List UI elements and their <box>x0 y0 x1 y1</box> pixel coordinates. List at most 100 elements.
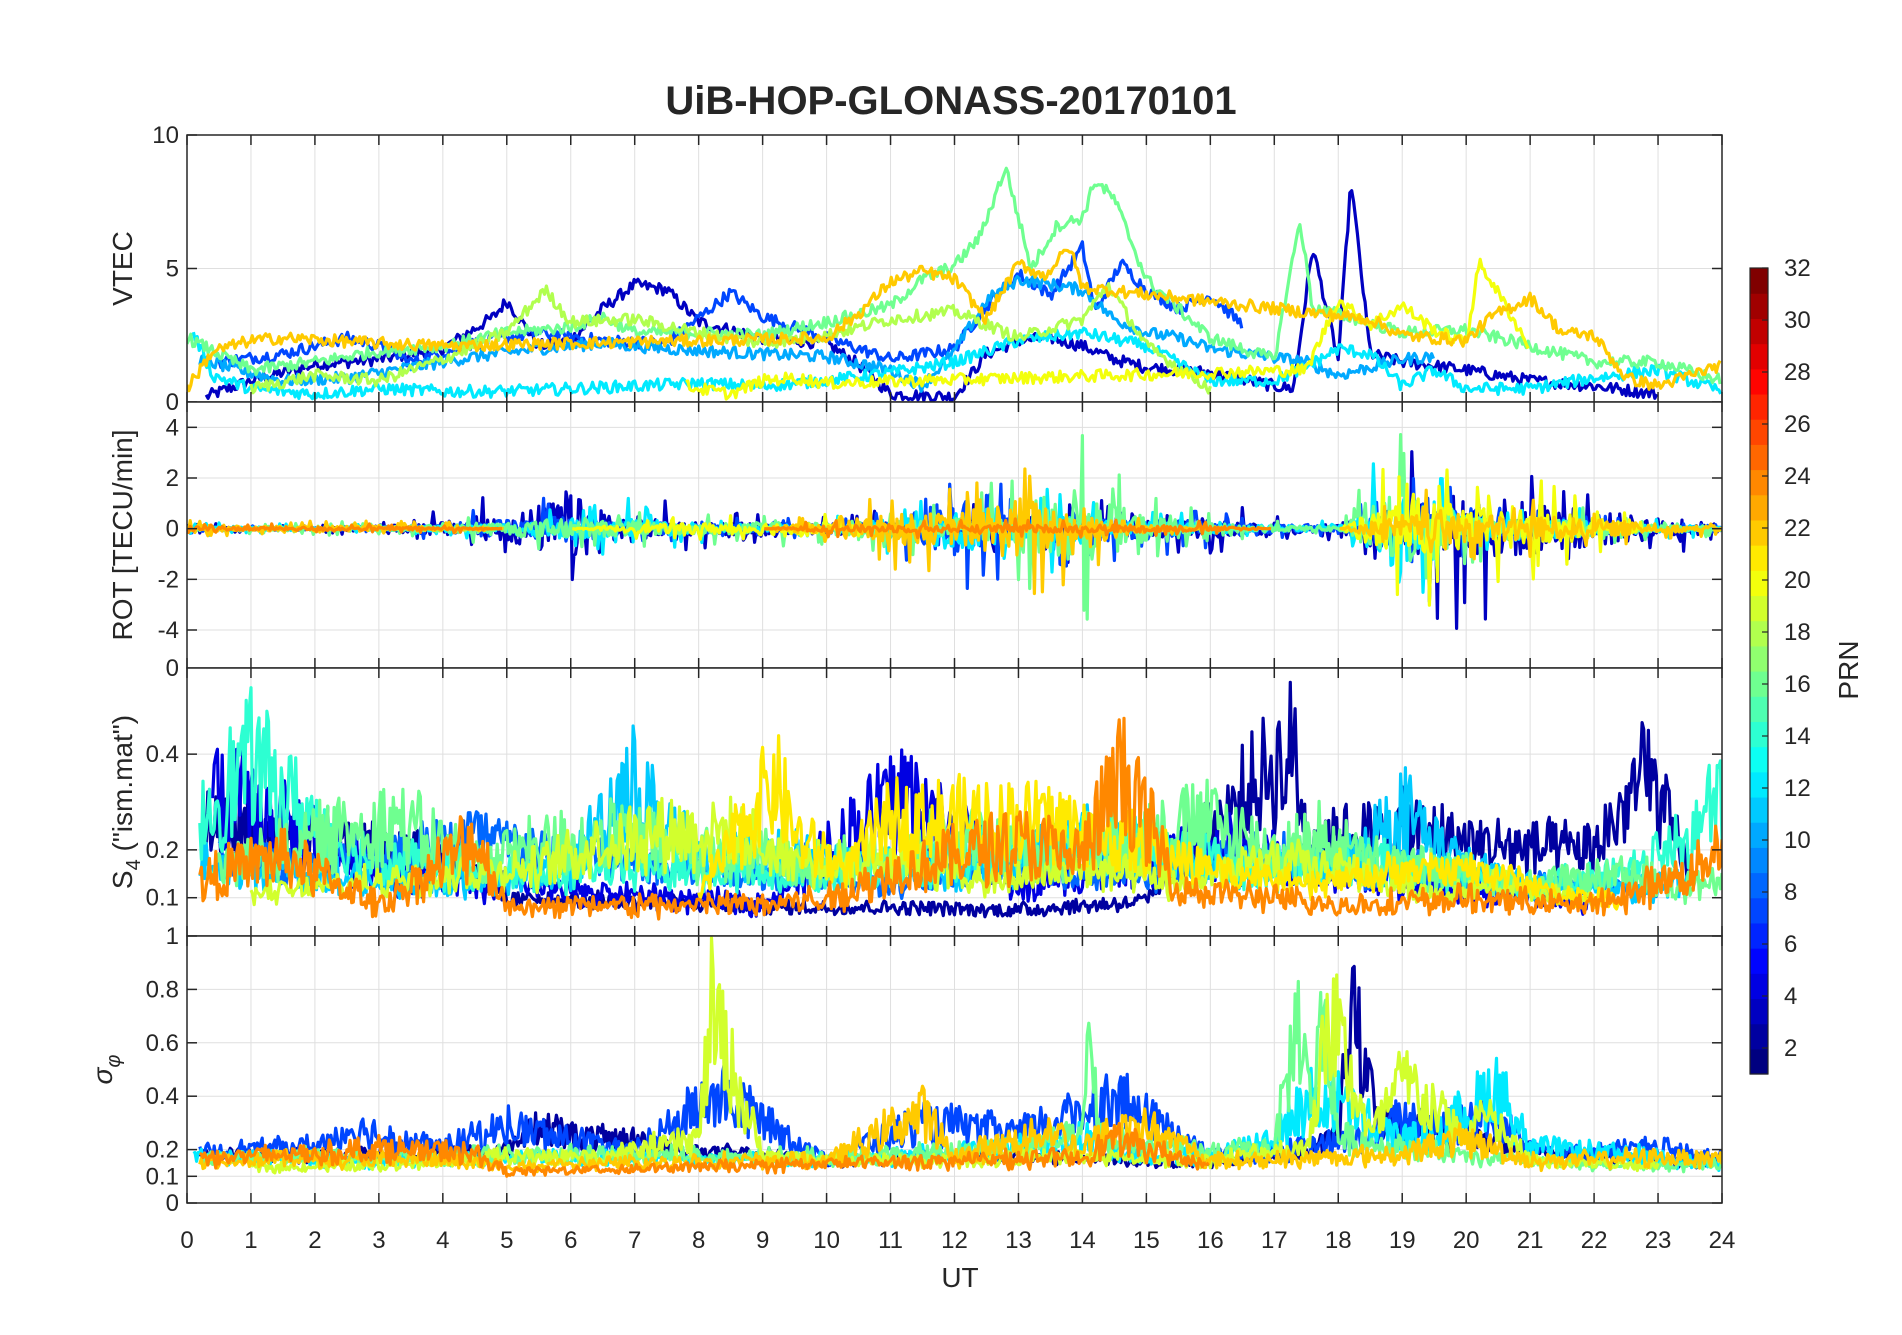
colorbar-segment <box>1750 922 1768 949</box>
y-axis-label-sigma: σφ <box>87 1055 125 1085</box>
y-tick-label: 4 <box>166 414 179 441</box>
series-prn-24 <box>187 517 1272 540</box>
x-tick-label: 19 <box>1389 1227 1416 1254</box>
y-label-sub: 4 <box>123 859 145 870</box>
colorbar-segment <box>1750 419 1768 445</box>
y-axis-label-s4: S4 ("ism.mat") <box>107 715 145 889</box>
y-tick-label: 0 <box>166 389 179 416</box>
x-tick-label: 11 <box>878 1227 903 1254</box>
y-axis-rot: -4 -2 0 2 4 <box>158 402 1723 668</box>
data-vtec <box>187 166 1722 402</box>
y-tick-label: 1 <box>166 923 179 950</box>
colorbar-tick-label: 2 <box>1784 1035 1797 1062</box>
colorbar-segment <box>1750 973 1768 1000</box>
panel-rot: -4 -2 0 2 4 ROT [TECU/min] <box>107 401 1723 669</box>
x-tick-label: 16 <box>1197 1227 1224 1254</box>
panel-sigma: 00.10.2 0.4 0.6 0.8 1 σφ <box>87 923 1723 1217</box>
colorbar-segment <box>1750 746 1768 773</box>
y-tick-label: 0.6 <box>146 1030 179 1057</box>
colorbar-segment <box>1750 671 1768 697</box>
y-tick-label: 0 <box>166 1190 179 1217</box>
colorbar-tick-label: 24 <box>1784 463 1811 490</box>
x-tick-label: 23 <box>1645 1227 1672 1254</box>
series-prn-11 <box>198 724 1692 905</box>
colorbar-segment <box>1750 645 1768 672</box>
x-tick-label: 0 <box>180 1227 193 1254</box>
colorbar-tick-label: 10 <box>1784 827 1811 854</box>
y-axis-sigma: 00.10.2 0.4 0.6 0.8 1 <box>146 923 1723 1217</box>
data-s4 <box>198 680 1722 921</box>
colorbar-segment <box>1750 1023 1768 1050</box>
colorbar-segment <box>1750 545 1768 571</box>
x-tick-label: 22 <box>1581 1227 1608 1254</box>
y-tick-label: 0.8 <box>146 976 179 1003</box>
y-tick-label: 0.1 <box>146 885 179 912</box>
x-axis: 0 1 2 3 4 5 6 7 8 9 10 11 12 13 14 15 16 17 18 19 20 21 22 23 24 <box>180 1227 1735 1254</box>
x-tick-label: 7 <box>628 1227 641 1254</box>
x-tick-label: 20 <box>1453 1227 1480 1254</box>
y-tick-label: 0.2 <box>146 1137 179 1164</box>
y-tick-label: 0 <box>166 516 179 543</box>
y-label-rest: ("ism.mat") <box>107 715 138 859</box>
x-tick-label: 8 <box>692 1227 705 1254</box>
colorbar-tick-label: 12 <box>1784 775 1811 802</box>
x-tick-label: 24 <box>1709 1227 1736 1254</box>
colorbar-segment <box>1750 469 1768 496</box>
x-tick-label: 4 <box>436 1227 449 1254</box>
y-axis-label-rot: ROT [TECU/min] <box>107 429 138 640</box>
y-tick-label: 0.1 <box>146 1163 179 1190</box>
colorbar-tick-label: 8 <box>1784 879 1797 906</box>
colorbar-segment <box>1750 721 1768 748</box>
colorbar-segment <box>1750 570 1768 597</box>
colorbar-tick-label: 20 <box>1784 567 1811 594</box>
x-tick-label: 9 <box>756 1227 769 1254</box>
colorbar-segment <box>1750 595 1768 622</box>
colorbar-segment <box>1750 847 1768 874</box>
series-prn-12 <box>191 326 1722 401</box>
y-tick-label: 0.2 <box>146 837 179 864</box>
colorbar-segment <box>1750 696 1768 722</box>
panel-s4: 0.1 0.2 0.4 0 S4 ("ism.mat") <box>107 655 1723 937</box>
colorbar-tick-label: 26 <box>1784 411 1811 438</box>
colorbar-segment <box>1750 822 1768 848</box>
colorbar-segment <box>1750 897 1768 924</box>
x-axis-label: UT <box>941 1262 978 1293</box>
series-prn-10 <box>198 275 1435 393</box>
x-tick-label: 12 <box>941 1227 968 1254</box>
y-tick-label: 0.4 <box>146 1083 179 1110</box>
chart-title: UiB-HOP-GLONASS-20170101 <box>665 79 1236 123</box>
x-tick-label: 18 <box>1325 1227 1352 1254</box>
y-axis-vtec: 0 5 10 <box>152 122 1723 416</box>
panel-vtec: 0 5 10 VTEC <box>107 122 1723 416</box>
colorbar-frame <box>1749 267 1769 1075</box>
colorbar-tick-label: 18 <box>1784 619 1811 646</box>
series-prn-20 <box>685 257 1530 401</box>
colorbar-segment <box>1750 318 1768 345</box>
y-tick-label: 0.4 <box>146 741 179 768</box>
colorbar-segment <box>1750 268 1768 294</box>
x-tick-label: 3 <box>372 1227 385 1254</box>
colorbar-segment <box>1750 519 1768 546</box>
colorbar-label: PRN <box>1833 640 1864 699</box>
x-tick-label: 14 <box>1069 1227 1096 1254</box>
x-tick-label: 2 <box>308 1227 321 1254</box>
colorbar-segment <box>1750 998 1768 1025</box>
colorbar-tick-label: 28 <box>1784 359 1811 386</box>
y-tick-label: 2 <box>166 465 179 492</box>
y-tick-label: 5 <box>166 256 179 283</box>
y-tick-label: -4 <box>158 617 179 644</box>
data-rot <box>187 433 1722 630</box>
colorbar-tick-label: 4 <box>1784 983 1797 1010</box>
x-tick-label: 10 <box>813 1227 840 1254</box>
x-tick-label: 21 <box>1517 1227 1544 1254</box>
colorbar-segment <box>1750 796 1768 823</box>
x-tick-label: 1 <box>244 1227 257 1254</box>
colorbar-segment <box>1750 368 1768 395</box>
colorbar-segment <box>1750 771 1768 798</box>
colorbar-segment <box>1750 293 1768 319</box>
colorbar-tick-label: 30 <box>1784 307 1811 334</box>
colorbar-segment <box>1750 1048 1768 1075</box>
